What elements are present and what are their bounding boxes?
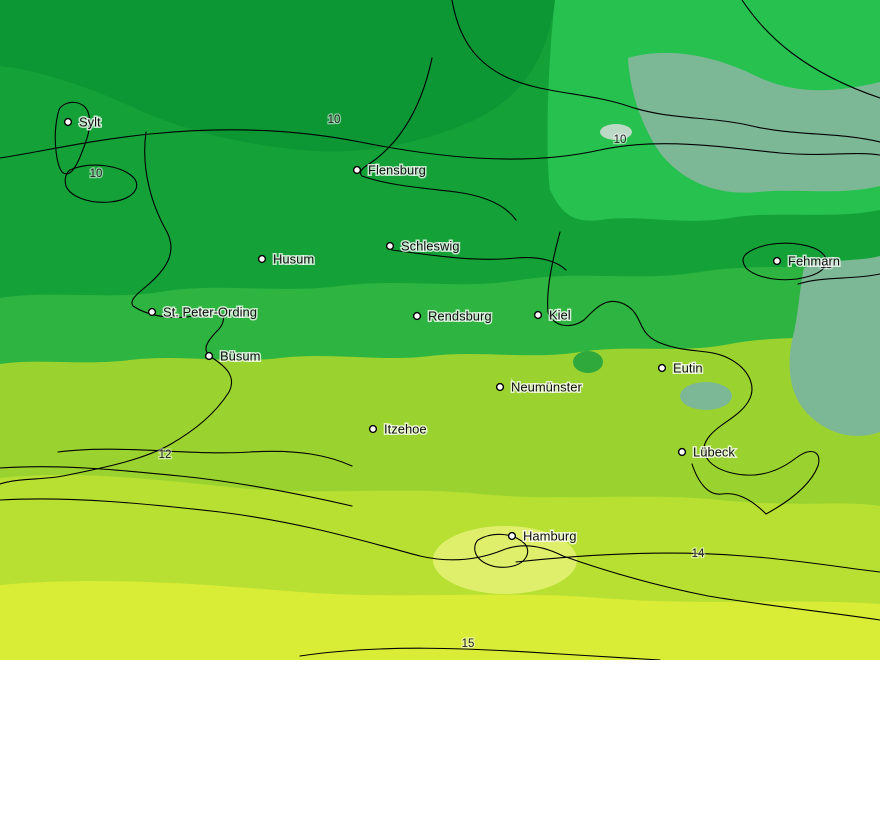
coast-flensburg-fjord	[359, 57, 517, 221]
river-elbe	[0, 498, 880, 621]
city-label: Hamburg	[523, 529, 576, 544]
city-label: Büsum	[220, 349, 260, 364]
temp-dark-spot	[573, 351, 603, 373]
contour-value-label: 14	[692, 548, 705, 560]
city-dot	[352, 165, 362, 175]
city-dot	[63, 117, 73, 127]
sea-patch-small	[680, 382, 732, 410]
contour-value-label: 15	[462, 638, 475, 650]
isotherm-14	[515, 552, 880, 573]
coast-sylt	[54, 101, 91, 175]
city-dot	[412, 311, 422, 321]
city-label: Husum	[273, 252, 314, 267]
city-dot	[657, 363, 667, 373]
city-dot	[257, 254, 267, 264]
city-dot	[507, 531, 517, 541]
city-dot	[772, 256, 782, 266]
coast-denmark	[451, 0, 880, 143]
city-marker: Husum	[257, 250, 316, 268]
city-label: Neumünster	[511, 380, 582, 395]
coast-east	[547, 231, 820, 515]
coast-denmark-east	[741, 0, 880, 99]
city-label: St. Peter-Ording	[163, 305, 257, 320]
city-label: Itzehoe	[384, 422, 427, 437]
weather-map: 10 10 10 11 12 14 15 Sylt Flensburg Schleswig Hus…	[0, 0, 880, 660]
city-dot	[677, 447, 687, 457]
city-label: Sylt	[79, 115, 101, 130]
city-dot	[204, 351, 214, 361]
isotherm-10-loop	[64, 164, 138, 203]
map-footer: Temperatur in 2m (in °C) Modell: ICON-D2…	[0, 660, 880, 830]
city-marker: Fehmarn	[772, 252, 842, 270]
contour-value-label: 10	[90, 168, 103, 180]
river-trave	[691, 463, 767, 515]
city-label: Rendsburg	[428, 309, 492, 324]
contour-labels: 10 10 10 11 12 14 15	[88, 113, 833, 652]
city-marker: Lübeck	[677, 443, 737, 461]
isotherm-10	[0, 129, 880, 160]
city-marker: Eutin	[657, 359, 704, 377]
city-marker: St. Peter-Ording	[147, 303, 258, 321]
city-marker: Schleswig	[385, 237, 461, 255]
contour-lines	[0, 0, 880, 660]
city-markers: Sylt Flensburg Schleswig Husum Fehmarn St. Pe…	[63, 113, 842, 545]
city-dot	[368, 424, 378, 434]
city-marker: Kiel	[533, 306, 572, 324]
river-elbe-bank	[0, 466, 353, 507]
contour-value-label: 12	[159, 449, 172, 461]
city-marker: Neumünster	[495, 378, 584, 396]
temp-band-dark-green	[0, 0, 555, 152]
city-label: Flensburg	[368, 163, 426, 178]
city-marker: Büsum	[204, 347, 262, 365]
city-label: Schleswig	[401, 239, 460, 254]
contour-value-label: 11	[820, 259, 832, 271]
coast-west	[0, 131, 233, 485]
city-marker: Rendsburg	[412, 307, 493, 325]
coast-schlei	[391, 249, 567, 271]
city-marker: Sylt	[63, 113, 103, 131]
contour-value-label: 10	[328, 114, 341, 126]
city-label: Kiel	[549, 308, 571, 323]
temp-band-yellow	[0, 581, 880, 660]
city-marker: Hamburg	[507, 527, 578, 545]
isotherm-15	[299, 647, 661, 660]
sea-patch-east	[789, 256, 880, 436]
city-dot	[533, 310, 543, 320]
city-label: Lübeck	[693, 445, 735, 460]
city-label: Eutin	[673, 361, 703, 376]
city-dot	[385, 241, 395, 251]
sea-light-spot	[600, 124, 632, 140]
sea-patch-northeast	[628, 52, 880, 193]
city-dot	[495, 382, 505, 392]
city-marker: Flensburg	[352, 161, 427, 179]
isotherm-11	[797, 273, 880, 285]
coast-fehmarn	[742, 242, 827, 281]
isotherm-12	[57, 448, 353, 467]
contour-value-label: 10	[614, 134, 627, 146]
city-label: Fehmarn	[788, 254, 840, 269]
temp-spot-pale-yellow	[433, 526, 577, 594]
city-dot	[147, 307, 157, 317]
city-marker: Itzehoe	[368, 420, 428, 438]
